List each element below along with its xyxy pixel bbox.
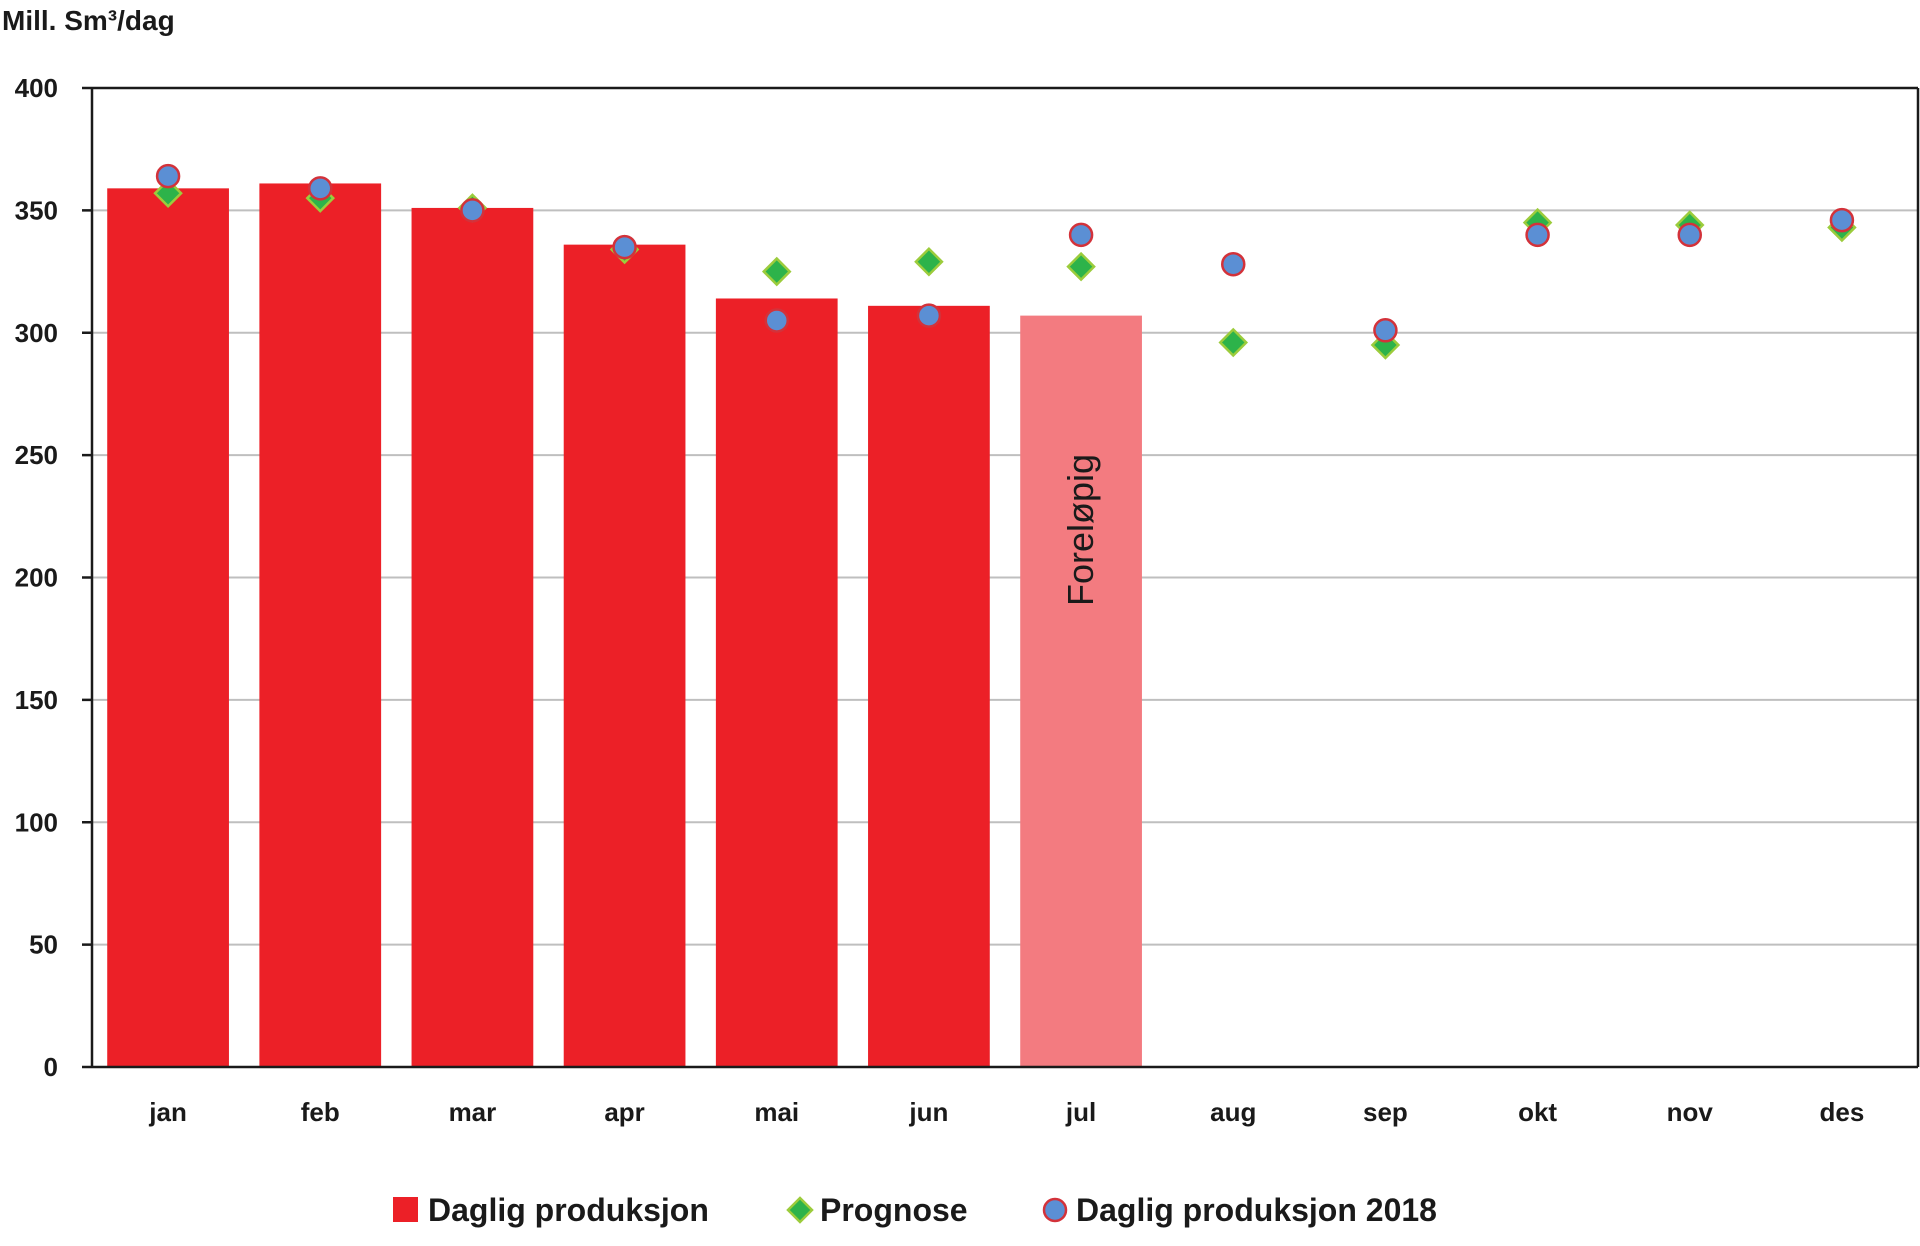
production-2018-marker-okt xyxy=(1525,222,1550,248)
prognose-marker-mai xyxy=(761,256,792,287)
axes xyxy=(82,86,1920,1069)
x-tick-label-apr: apr xyxy=(604,1097,644,1127)
y-tick-label: 0 xyxy=(44,1052,58,1082)
production-2018-marker-apr xyxy=(612,234,637,260)
bar-mai xyxy=(715,298,838,1067)
legend-label-daglig-produksjon-2018: Daglig produksjon 2018 xyxy=(1076,1192,1437,1228)
production-2018-marker-mar xyxy=(460,198,485,223)
x-tick-label-jul: jul xyxy=(1065,1097,1096,1127)
production-2018-marker-sep xyxy=(1373,318,1398,343)
y-tick-label: 200 xyxy=(15,563,58,593)
x-tick-label-des: des xyxy=(1820,1097,1865,1127)
bar-apr xyxy=(563,244,686,1067)
production-2018-marker-jun xyxy=(916,303,942,328)
production-2018-marker-aug xyxy=(1221,251,1246,277)
x-tick-label-sep: sep xyxy=(1363,1097,1408,1127)
gridlines xyxy=(92,209,1918,946)
legend-swatch-circle xyxy=(1042,1197,1068,1223)
x-tick-label-okt: okt xyxy=(1518,1097,1557,1127)
markers xyxy=(153,163,1857,360)
legend-label-prognose: Prognose xyxy=(820,1192,968,1228)
prognose-marker-jul xyxy=(1066,251,1096,282)
bar-feb xyxy=(259,183,382,1067)
x-tick-label-jun: jun xyxy=(908,1097,948,1127)
bars: Foreløpig xyxy=(107,183,1142,1068)
production-2018-marker-jan xyxy=(155,163,181,189)
preliminary-label: Foreløpig xyxy=(1060,454,1101,606)
production-2018-marker-des xyxy=(1829,207,1855,233)
production-2018-marker-mai xyxy=(764,308,789,333)
y-axis-title: Mill. Sm³/dag xyxy=(2,5,175,36)
y-tick-label: 300 xyxy=(15,318,58,348)
y-tick-labels: 0 50 100 150 200 250 300 350 400 xyxy=(15,73,58,1082)
legend-label-daglig-produksjon: Daglig produksjon xyxy=(428,1192,709,1228)
y-tick-label: 150 xyxy=(15,685,58,715)
prognose-marker-aug xyxy=(1218,327,1249,358)
bar-jun xyxy=(868,305,990,1067)
prognose-marker-jun xyxy=(914,247,944,277)
bar-mar xyxy=(411,207,534,1068)
x-tick-label-feb: feb xyxy=(301,1097,340,1127)
x-tick-label-jan: jan xyxy=(148,1097,187,1127)
legend: Daglig produksjon Prognose Daglig produksj… xyxy=(393,1192,1437,1228)
x-tick-labels: jan feb mar apr mai jun jul aug sep okt nov des xyxy=(148,1097,1864,1127)
prognose-marker-jan xyxy=(153,178,183,209)
x-tick-label-nov: nov xyxy=(1667,1097,1714,1127)
legend-swatch-bar xyxy=(393,1197,418,1222)
legend-swatch-diamond xyxy=(786,1196,814,1224)
y-tick-label: 350 xyxy=(15,195,58,225)
y-tick-label: 100 xyxy=(15,807,58,837)
bar-jan xyxy=(107,188,229,1067)
x-tick-label-aug: aug xyxy=(1210,1097,1256,1127)
production-2018-marker-feb xyxy=(308,176,333,201)
bar-jul xyxy=(1020,315,1142,1067)
y-tick-label: 250 xyxy=(15,440,58,470)
production-2018-marker-nov xyxy=(1677,222,1702,248)
production-2018-marker-jul xyxy=(1068,222,1094,248)
y-tick-label: 50 xyxy=(29,930,58,960)
x-tick-label-mai: mai xyxy=(754,1097,799,1127)
x-tick-label-mar: mar xyxy=(449,1097,497,1127)
y-tick-label: 400 xyxy=(15,73,58,103)
